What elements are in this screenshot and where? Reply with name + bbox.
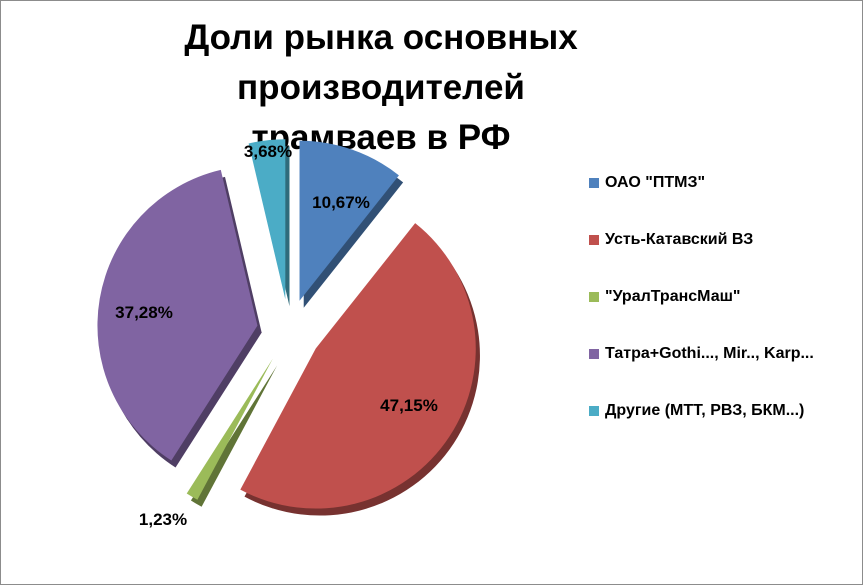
data-label-4: 37,28% xyxy=(115,303,173,322)
data-label-3: 1,23% xyxy=(139,510,187,529)
legend-item-1: ОАО "ПТМЗ" xyxy=(589,173,705,193)
pie-slice-face xyxy=(248,139,286,300)
legend-swatch xyxy=(589,292,599,302)
legend-label: "УралТрансМаш" xyxy=(605,288,741,305)
legend-swatch xyxy=(589,349,599,359)
legend-swatch xyxy=(589,178,599,188)
pie-slice-face xyxy=(97,169,258,461)
chart-title-line-2: трамваев в РФ xyxy=(251,118,511,157)
legend-swatch xyxy=(589,406,599,416)
legend-label: ОАО "ПТМЗ" xyxy=(605,174,706,191)
legend-label: Другие (МТТ, РВЗ, БКМ...) xyxy=(605,402,805,419)
legend-item-4: Татра+Gothi..., Mir.., Karp... xyxy=(589,344,814,364)
pie-slice-face xyxy=(240,223,476,509)
legend-label: Татра+Gothi..., Mir.., Karp... xyxy=(605,345,814,362)
chart-title: Доли рынка основных производителей трамв… xyxy=(101,13,661,163)
legend-label: Усть-Катавский ВЗ xyxy=(605,231,754,248)
pie-slice-5 xyxy=(248,139,290,307)
pie-slice-1 xyxy=(299,140,404,308)
chart-title-line-1: Доли рынка основных производителей xyxy=(184,18,578,107)
data-label-1: 10,67% xyxy=(312,193,370,212)
pie-slice-2 xyxy=(240,223,480,516)
data-label-2: 47,15% xyxy=(380,396,438,415)
pie-slice-3 xyxy=(186,358,278,507)
legend-item-2: Усть-Катавский ВЗ xyxy=(589,230,753,250)
data-label-5: 3,68% xyxy=(244,142,292,161)
pie-slice-face xyxy=(299,140,399,301)
legend-item-3: "УралТрансМаш" xyxy=(589,287,741,307)
legend-item-5: Другие (МТТ, РВЗ, БКМ...) xyxy=(589,401,804,421)
pie-slice-4 xyxy=(97,169,262,468)
pie-slice-face xyxy=(186,358,273,500)
legend-swatch xyxy=(589,235,599,245)
